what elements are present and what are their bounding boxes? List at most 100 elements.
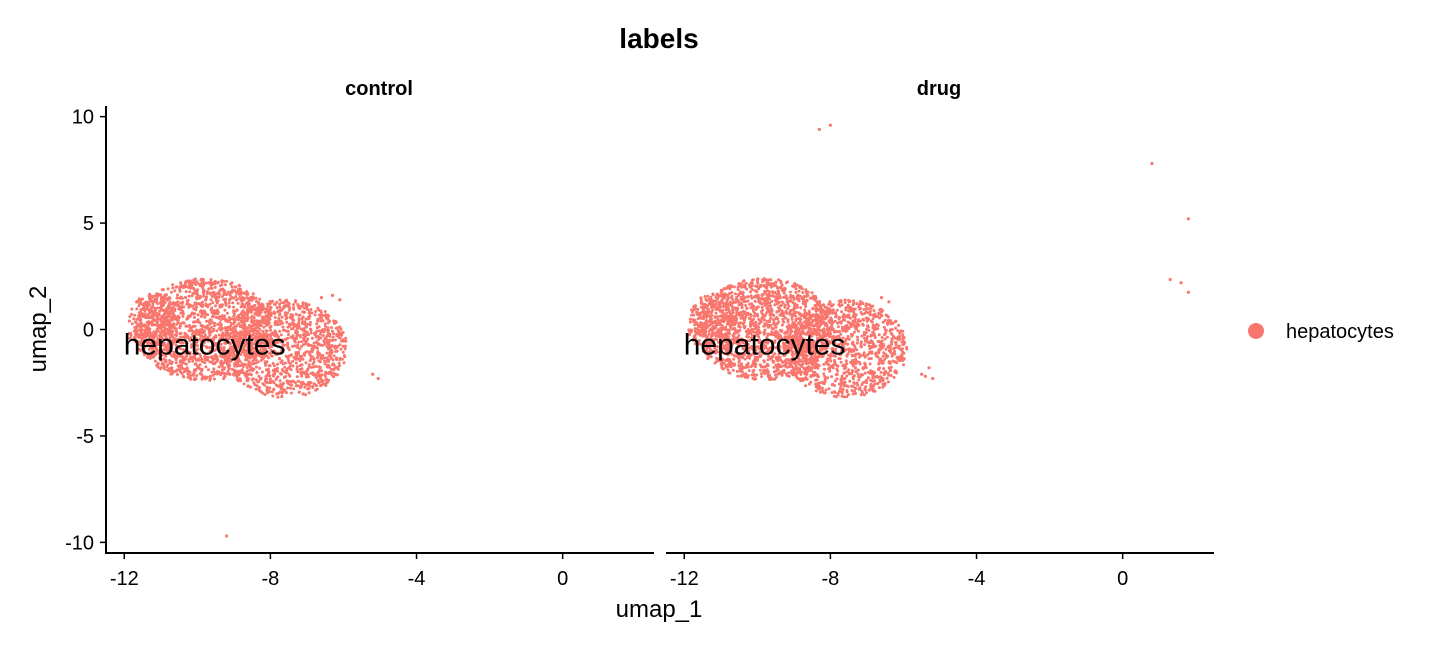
cell-point (798, 369, 802, 373)
cell-point (325, 334, 329, 338)
cell-point (252, 367, 256, 371)
cell-point (735, 370, 739, 373)
cell-point (330, 351, 333, 355)
cluster-label-control: hepatocytes (124, 328, 286, 361)
cell-point (769, 313, 773, 317)
cell-point (755, 306, 759, 310)
cell-point (241, 363, 245, 367)
cell-point (819, 323, 823, 327)
cell-point (293, 337, 297, 340)
cell-point (206, 352, 210, 356)
cell-point (158, 306, 162, 310)
cell-point (204, 365, 208, 369)
cell-point (241, 298, 245, 302)
cell-point (749, 290, 752, 294)
cell-point (316, 350, 320, 354)
cell-point (328, 319, 332, 323)
cell-point (273, 370, 277, 374)
cell-point (292, 306, 296, 310)
cell-point (854, 392, 858, 395)
cell-point (208, 322, 212, 326)
cell-point (792, 309, 796, 313)
cell-point (339, 327, 343, 331)
cell-point (722, 287, 726, 291)
cell-point (798, 285, 802, 289)
cell-point (735, 295, 739, 299)
cell-point (863, 371, 867, 375)
cell-point (818, 300, 821, 303)
cell-point (833, 319, 837, 323)
cell-point (226, 290, 230, 294)
cell-point (284, 391, 288, 395)
cell-point (306, 308, 310, 312)
cell-point (127, 319, 131, 323)
cell-point (835, 308, 839, 312)
cell-point (190, 325, 194, 329)
cell-point (324, 316, 328, 320)
cell-point (216, 358, 220, 362)
cell-point (341, 350, 345, 354)
cell-point (858, 300, 862, 304)
cell-point (228, 297, 232, 301)
cell-point (194, 332, 198, 336)
cell-point (315, 326, 319, 330)
cell-point (816, 307, 820, 311)
cell-point (745, 374, 749, 378)
cell-point (286, 325, 290, 329)
cell-point (271, 394, 275, 398)
cell-point (901, 347, 904, 351)
cell-point (344, 339, 348, 343)
cell-point (212, 310, 216, 314)
cell-point (845, 374, 849, 378)
cell-point (896, 329, 900, 333)
cell-point (171, 283, 175, 287)
cell-point (291, 303, 295, 307)
cell-point (158, 309, 162, 313)
cell-point (307, 375, 310, 379)
cell-point (297, 340, 301, 344)
cell-point (173, 351, 177, 355)
cell-point (266, 323, 270, 327)
cell-point (161, 362, 164, 365)
cell-point (317, 374, 321, 378)
cell-point (820, 315, 824, 319)
cell-point (332, 354, 336, 358)
cell-point (278, 379, 282, 383)
cell-point (303, 335, 307, 339)
cell-point (856, 372, 860, 376)
cell-point (194, 283, 198, 286)
cell-point (225, 311, 229, 315)
cell-point (174, 361, 178, 365)
cell-point (304, 361, 308, 365)
cell-point (245, 290, 249, 294)
cell-point (294, 361, 298, 365)
cell-point (207, 287, 211, 291)
cell-point (309, 328, 313, 332)
cell-point (191, 292, 195, 295)
cell-point (784, 364, 788, 368)
cell-point (738, 303, 742, 307)
cell-point (341, 338, 345, 342)
cell-point (730, 284, 734, 288)
cell-point (297, 390, 301, 394)
cell-point (804, 384, 808, 388)
cell-point (157, 324, 161, 328)
cell-point (860, 389, 864, 393)
cell-point (741, 313, 745, 317)
cell-point (191, 359, 195, 363)
cell-point (334, 326, 338, 330)
cell-point (281, 307, 285, 311)
cell-point (287, 308, 291, 312)
cell-point (782, 295, 786, 299)
cell-point (276, 310, 280, 314)
cell-point (235, 324, 239, 328)
cell-point (313, 344, 317, 348)
cell-point (209, 284, 213, 287)
cell-point (307, 387, 311, 390)
cell-point (291, 327, 295, 331)
cell-point (341, 331, 345, 334)
cell-point (339, 347, 343, 351)
cell-point (179, 347, 182, 351)
cell-point (289, 362, 293, 365)
cell-point (746, 365, 750, 369)
